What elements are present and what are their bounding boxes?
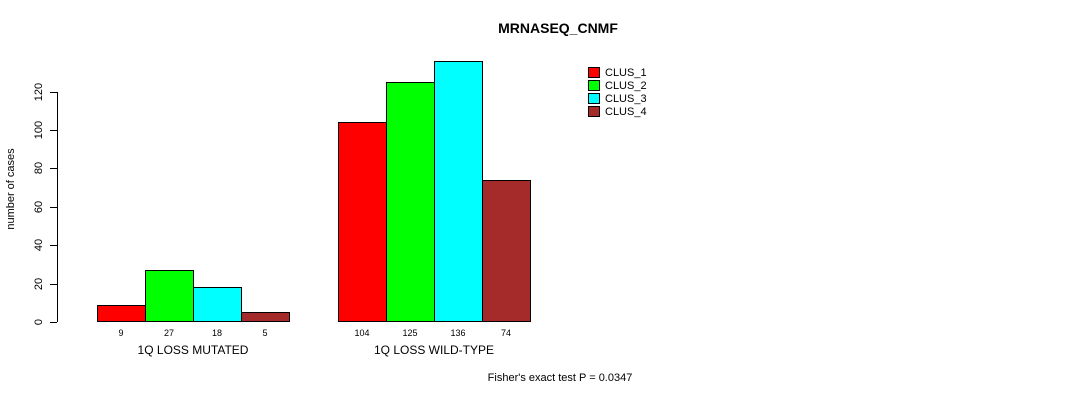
y-axis-tick-label: 40 — [33, 238, 45, 252]
legend-swatch-icon — [588, 106, 600, 117]
legend-label: CLUS_4 — [605, 105, 647, 118]
legend-label: CLUS_3 — [605, 92, 647, 105]
bar-value-label: 5 — [262, 328, 268, 338]
legend-swatch-icon — [588, 67, 600, 78]
legend-swatch-icon — [588, 80, 600, 91]
bar-clus_3-group2 — [434, 61, 483, 322]
legend-label: CLUS_2 — [605, 79, 647, 92]
y-axis-tick-label: 0 — [33, 318, 45, 326]
y-axis-tick — [50, 130, 57, 131]
chart-title: MRNASEQ_CNMF — [498, 20, 618, 36]
bar-value-label: 27 — [163, 328, 174, 338]
legend-item: CLUS_3 — [588, 92, 647, 105]
bar-clus_3-group1 — [193, 287, 242, 322]
bar-clus_4-group1 — [241, 312, 290, 322]
y-axis-tick-label: 20 — [33, 277, 45, 291]
legend-swatch-icon — [588, 93, 600, 104]
legend-item: CLUS_4 — [588, 105, 647, 118]
y-axis-line — [57, 92, 58, 322]
y-axis-tick — [50, 92, 57, 93]
annotation-text: Fisher's exact test P = 0.0347 — [487, 372, 633, 384]
bar-clus_4-group2 — [482, 180, 531, 322]
legend-label: CLUS_1 — [605, 66, 647, 79]
y-axis-tick — [50, 207, 57, 208]
y-axis-tick-label: 100 — [33, 120, 45, 140]
y-axis-tick — [50, 168, 57, 169]
legend: CLUS_1 CLUS_2 CLUS_3 CLUS_4 — [588, 66, 647, 118]
y-axis-tick — [50, 284, 57, 285]
bar-value-label: 74 — [500, 328, 511, 338]
bar-clus_1-group2 — [338, 122, 387, 322]
y-axis-tick-label: 120 — [33, 82, 45, 102]
y-axis-tick-label: 80 — [33, 161, 45, 175]
bar-clus_2-group2 — [386, 82, 435, 322]
legend-item: CLUS_1 — [588, 66, 647, 79]
group-label: 1Q LOSS WILD-TYPE — [373, 343, 495, 357]
y-axis-tick — [50, 322, 57, 323]
bar-value-label: 18 — [211, 328, 222, 338]
legend-item: CLUS_2 — [588, 79, 647, 92]
y-axis-label: number of cases — [5, 148, 17, 230]
bar-value-label: 9 — [118, 328, 124, 338]
y-axis-tick-label: 60 — [33, 200, 45, 214]
bar-clus_1-group1 — [97, 305, 146, 322]
bar-clus_2-group1 — [145, 270, 194, 322]
bar-value-label: 104 — [354, 328, 370, 338]
bar-value-label: 125 — [402, 328, 418, 338]
bar-value-label: 136 — [450, 328, 466, 338]
y-axis-tick — [50, 245, 57, 246]
group-label: 1Q LOSS MUTATED — [137, 343, 249, 357]
